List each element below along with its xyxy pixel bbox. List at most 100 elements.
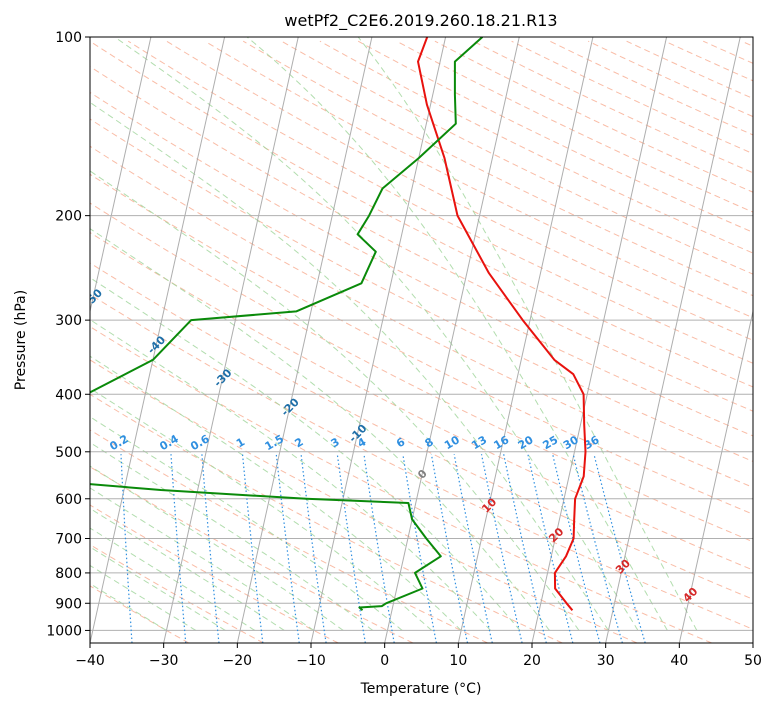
mixing-ratio-label: 1 (234, 435, 247, 450)
y-axis-label: Pressure (hPa) (13, 290, 29, 390)
mixing-ratio-line (480, 454, 523, 643)
mixing-ratio-label: 20 (516, 433, 536, 452)
isotherm-label: -20 (279, 395, 302, 418)
mixing-ratio-line (552, 454, 601, 643)
isotherm-label: 30 (613, 556, 633, 576)
dry-adiabat (90, 40, 753, 388)
mixing-ratio-line (453, 454, 493, 643)
dry-adiabat (90, 65, 753, 412)
mixing-ratio-label: 16 (492, 433, 512, 452)
mixing-ratio-line (527, 454, 574, 643)
y-tick-label: 300 (55, 313, 82, 329)
dry-adiabat (549, 40, 753, 136)
mixing-ratio-line (170, 454, 187, 643)
temperature-profile (417, 37, 587, 611)
plot-area: 0.10.20.40.611.52346810131620253036-100-… (0, 37, 753, 643)
isotherm-label: -50 (82, 286, 105, 309)
mixing-ratio-line (275, 454, 300, 643)
moist-adiabat (246, 37, 668, 631)
mixing-ratio-line (593, 454, 646, 643)
isotherm-label: -30 (211, 366, 234, 389)
moist-adiabat (90, 416, 403, 631)
isotherm-line (0, 37, 77, 643)
dry-adiabat (90, 293, 753, 630)
x-tick-label: 40 (670, 653, 688, 669)
moist-adiabat (90, 527, 256, 631)
mixing-ratio-label: 13 (469, 433, 489, 452)
moist-adiabat (90, 101, 609, 631)
dry-adiabat (434, 40, 753, 193)
isotherm-line (605, 37, 741, 643)
mixing-ratio-label: 6 (394, 435, 407, 450)
mixing-ratio-label: 1.5 (263, 432, 286, 453)
y-tick-label: 900 (55, 596, 82, 612)
moist-adiabat (90, 277, 521, 631)
isotherm-line (384, 37, 520, 643)
dry-adiabat (664, 40, 753, 82)
dry-adiabat (90, 544, 264, 643)
dry-adiabat (127, 40, 753, 364)
dry-adiabat (90, 118, 753, 462)
dry-adiabat (90, 504, 339, 643)
axes: −40 −30 −20 −10 0 10 20 30 40 5010009008007006005… (46, 30, 762, 669)
isotherm-line (310, 37, 447, 643)
mixing-ratio-line (336, 454, 366, 643)
y-tick-label: 800 (55, 566, 82, 582)
dry-adiabat (90, 429, 488, 643)
dry-adiabat (90, 231, 753, 571)
x-axis-label: Temperature (°C) (360, 681, 482, 697)
isotherm-label: -10 (346, 422, 369, 445)
mixing-ratio-label: 2 (292, 435, 305, 450)
y-tick-label: 1000 (46, 623, 82, 639)
dry-adiabat (90, 145, 753, 488)
mixing-ratio-line (430, 454, 469, 643)
mixing-ratio-line (74, 454, 82, 643)
moist-adiabat (114, 37, 639, 631)
dewpoint-profile (90, 37, 484, 612)
isotherm-line (457, 37, 594, 643)
dry-adiabat (90, 393, 563, 643)
moist-adiabat (357, 37, 698, 631)
x-tick-label: −20 (223, 653, 253, 669)
mixing-ratio-line (300, 454, 327, 643)
mixing-ratio-label: 10 (442, 433, 462, 452)
y-tick-label: 700 (55, 532, 82, 548)
dry-adiabat (357, 40, 753, 233)
mixing-ratio-label: 0.4 (157, 432, 181, 453)
isotherm-label: -40 (145, 333, 168, 356)
mixing-ratio-line (402, 454, 437, 643)
x-tick-label: 30 (597, 653, 615, 669)
isotherm-line (0, 37, 4, 643)
isotherm-line (163, 37, 299, 643)
moist-adiabat (90, 507, 285, 631)
dry-adiabat (90, 91, 753, 437)
y-tick-label: 200 (55, 209, 82, 225)
mixing-ratio-label: 0.2 (107, 432, 130, 453)
dry-adiabat (396, 40, 753, 213)
isotherm-label: 20 (546, 525, 566, 545)
mixing-ratio-line (572, 454, 623, 643)
dry-adiabat (242, 40, 753, 297)
isotherm-label: -60 (19, 238, 42, 261)
isotherm-line (678, 309, 753, 643)
x-tick-label: 10 (449, 653, 467, 669)
chart-title: wetPf2_C2E6.2019.260.18.21.R13 (284, 11, 557, 31)
dry-adiabat (587, 40, 753, 118)
y-tick-label: 100 (55, 30, 82, 46)
x-tick-label: 50 (744, 653, 762, 669)
isotherm-label: 40 (680, 585, 700, 605)
x-tick-label: 20 (523, 653, 541, 669)
moist-adiabat (90, 387, 433, 631)
moist-adiabat (90, 355, 462, 631)
mixing-ratio-line (503, 454, 547, 643)
dry-adiabat (319, 40, 753, 254)
plot-frame (89, 36, 754, 644)
x-tick-label: −40 (75, 653, 105, 669)
isotherm-line (90, 37, 152, 314)
moist-adiabat (90, 487, 315, 631)
dry-adiabat (472, 40, 753, 174)
moist-adiabat (90, 441, 374, 631)
isotherm-line (531, 37, 668, 643)
x-tick-label: −10 (296, 653, 326, 669)
